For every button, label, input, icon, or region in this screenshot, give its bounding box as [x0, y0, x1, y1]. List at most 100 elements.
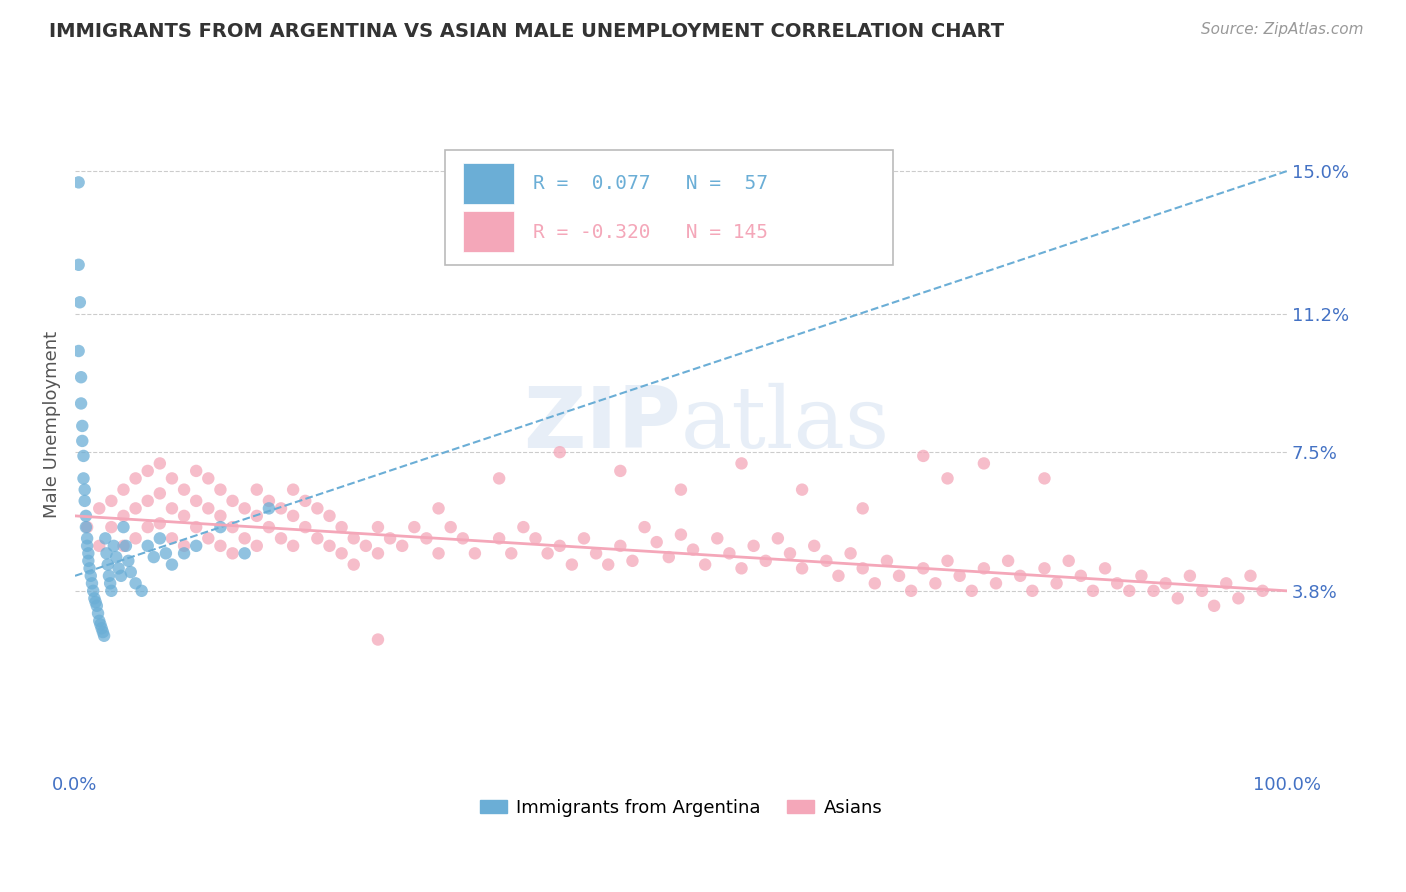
Point — [887, 569, 910, 583]
FancyBboxPatch shape — [463, 211, 513, 252]
Point — [97, 569, 120, 583]
Point — [160, 532, 183, 546]
Point — [103, 539, 125, 553]
Point — [93, 629, 115, 643]
Point — [80, 569, 103, 583]
Point — [131, 583, 153, 598]
Point — [89, 501, 111, 516]
Point — [343, 558, 366, 572]
Point — [246, 483, 269, 497]
Point — [1033, 561, 1056, 575]
Point — [548, 539, 571, 553]
Point — [1021, 583, 1043, 598]
Point — [512, 520, 534, 534]
Point — [124, 576, 146, 591]
Point — [318, 508, 340, 523]
Point — [367, 546, 389, 560]
Point — [1010, 569, 1032, 583]
Point — [609, 464, 631, 478]
Point — [598, 558, 620, 572]
Point — [658, 550, 681, 565]
Text: IMMIGRANTS FROM ARGENTINA VS ASIAN MALE UNEMPLOYMENT CORRELATION CHART: IMMIGRANTS FROM ARGENTINA VS ASIAN MALE … — [49, 22, 1004, 41]
Point — [281, 483, 304, 497]
Point — [548, 445, 571, 459]
Point — [609, 539, 631, 553]
Point — [561, 558, 583, 572]
Point — [257, 494, 280, 508]
Point — [112, 539, 135, 553]
Point — [1154, 576, 1177, 591]
Point — [1070, 569, 1092, 583]
Point — [936, 471, 959, 485]
Point — [1251, 583, 1274, 598]
Point — [257, 501, 280, 516]
Point — [221, 546, 243, 560]
Point — [281, 508, 304, 523]
Point — [330, 520, 353, 534]
Point — [72, 419, 94, 434]
Point — [451, 532, 474, 546]
Point — [695, 558, 717, 572]
Point — [827, 569, 849, 583]
Point — [852, 501, 875, 516]
Point — [766, 532, 789, 546]
Point — [1130, 569, 1153, 583]
Point — [354, 539, 377, 553]
Point — [246, 508, 269, 523]
Point — [67, 175, 90, 189]
Point — [318, 539, 340, 553]
Point — [136, 464, 159, 478]
Point — [72, 434, 94, 448]
Point — [1227, 591, 1250, 606]
Point — [96, 546, 118, 560]
Point — [281, 539, 304, 553]
Point — [924, 576, 946, 591]
Point — [197, 532, 219, 546]
Point — [404, 520, 426, 534]
Point — [94, 532, 117, 546]
Point — [706, 532, 728, 546]
Point — [1118, 583, 1140, 598]
Point — [1107, 576, 1129, 591]
Point — [270, 532, 292, 546]
Point — [1167, 591, 1189, 606]
Point — [149, 486, 172, 500]
Point — [173, 546, 195, 560]
Point — [84, 595, 107, 609]
Point — [755, 554, 778, 568]
Point — [149, 457, 172, 471]
Point — [67, 343, 90, 358]
Point — [100, 583, 122, 598]
Point — [124, 532, 146, 546]
FancyBboxPatch shape — [463, 162, 513, 203]
Point — [90, 621, 112, 635]
Point — [257, 520, 280, 534]
Point — [621, 554, 644, 568]
Point — [742, 539, 765, 553]
Point — [1178, 569, 1201, 583]
Point — [124, 471, 146, 485]
Point — [69, 295, 91, 310]
Point — [1239, 569, 1261, 583]
Point — [900, 583, 922, 598]
Point — [160, 558, 183, 572]
Point — [294, 494, 316, 508]
Point — [270, 501, 292, 516]
Point — [669, 527, 692, 541]
Text: Source: ZipAtlas.com: Source: ZipAtlas.com — [1201, 22, 1364, 37]
Point — [669, 483, 692, 497]
Point — [115, 539, 138, 553]
Point — [110, 569, 132, 583]
Point — [186, 539, 208, 553]
Point — [912, 449, 935, 463]
Point — [730, 561, 752, 575]
Point — [80, 576, 103, 591]
Point — [1215, 576, 1237, 591]
Point — [173, 539, 195, 553]
Point — [197, 471, 219, 485]
Point — [779, 546, 801, 560]
Point — [488, 471, 510, 485]
Point — [912, 561, 935, 575]
Point — [246, 539, 269, 553]
Point — [72, 449, 94, 463]
